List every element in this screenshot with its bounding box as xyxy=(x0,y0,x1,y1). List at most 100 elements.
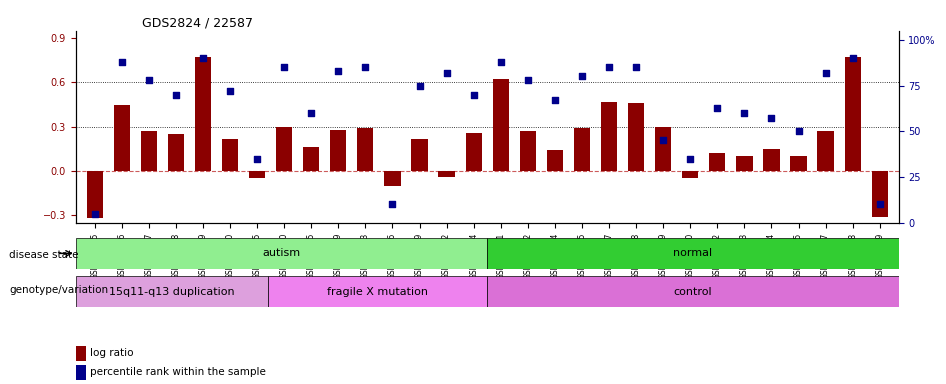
Point xyxy=(791,128,806,134)
Bar xyxy=(379,31,406,223)
Bar xyxy=(871,171,888,217)
Point xyxy=(196,55,211,61)
Point xyxy=(493,59,508,65)
Text: GDS2824 / 22587: GDS2824 / 22587 xyxy=(142,17,253,30)
Point xyxy=(466,92,482,98)
Bar xyxy=(352,31,379,223)
Bar xyxy=(384,171,400,186)
Bar xyxy=(243,31,271,223)
Bar xyxy=(763,149,780,171)
Bar xyxy=(167,134,184,171)
Bar xyxy=(812,31,839,223)
Bar xyxy=(758,31,785,223)
FancyBboxPatch shape xyxy=(487,276,899,307)
Bar xyxy=(324,31,352,223)
Point xyxy=(602,64,617,70)
Point xyxy=(304,110,319,116)
Bar xyxy=(595,31,622,223)
Text: genotype/variation: genotype/variation xyxy=(9,285,109,295)
Bar xyxy=(406,31,433,223)
Bar xyxy=(433,31,460,223)
Bar xyxy=(163,31,189,223)
Bar xyxy=(541,31,569,223)
Bar xyxy=(515,31,541,223)
Point xyxy=(331,68,346,74)
Text: log ratio: log ratio xyxy=(91,348,134,358)
Text: fragile X mutation: fragile X mutation xyxy=(327,287,428,297)
Point xyxy=(574,73,589,79)
Bar xyxy=(493,79,509,171)
Bar xyxy=(710,153,726,171)
FancyBboxPatch shape xyxy=(487,238,899,269)
Point xyxy=(763,116,779,122)
Point xyxy=(628,64,643,70)
Bar xyxy=(271,31,298,223)
Bar xyxy=(141,131,157,171)
Bar xyxy=(622,31,650,223)
Bar xyxy=(655,127,672,171)
Bar xyxy=(195,57,211,171)
Text: normal: normal xyxy=(674,248,712,258)
Bar xyxy=(81,31,108,223)
Point xyxy=(845,55,860,61)
Bar xyxy=(628,103,644,171)
Bar xyxy=(76,346,85,361)
Bar xyxy=(519,131,536,171)
Bar xyxy=(276,127,292,171)
Point xyxy=(87,210,102,217)
Bar xyxy=(217,31,243,223)
Text: control: control xyxy=(674,287,712,297)
Bar xyxy=(676,31,704,223)
Point xyxy=(818,70,833,76)
Bar xyxy=(330,130,346,171)
Bar xyxy=(704,31,731,223)
Point xyxy=(737,110,752,116)
Bar xyxy=(189,31,217,223)
Point xyxy=(412,83,427,89)
Point xyxy=(548,97,563,103)
Bar xyxy=(135,31,163,223)
Bar xyxy=(303,147,320,171)
Point xyxy=(276,64,291,70)
Point xyxy=(872,201,887,207)
Text: disease state: disease state xyxy=(9,250,79,260)
Bar xyxy=(731,31,758,223)
Bar xyxy=(298,31,324,223)
Text: 15q11-q13 duplication: 15q11-q13 duplication xyxy=(109,287,235,297)
Bar xyxy=(817,131,833,171)
Text: autism: autism xyxy=(262,248,301,258)
Bar xyxy=(574,128,590,171)
Point xyxy=(358,64,373,70)
Point xyxy=(710,104,725,111)
Text: percentile rank within the sample: percentile rank within the sample xyxy=(91,367,267,377)
Bar xyxy=(736,156,752,171)
Bar xyxy=(438,171,455,177)
Bar xyxy=(569,31,595,223)
Point xyxy=(168,92,184,98)
Bar xyxy=(86,171,103,218)
Bar xyxy=(460,31,487,223)
Bar xyxy=(358,128,374,171)
Point xyxy=(385,201,400,207)
FancyBboxPatch shape xyxy=(268,276,487,307)
Bar xyxy=(845,57,861,171)
Bar xyxy=(867,31,893,223)
Bar xyxy=(412,139,428,171)
Point xyxy=(683,156,698,162)
Point xyxy=(141,77,156,83)
Bar xyxy=(547,151,563,171)
Bar xyxy=(249,171,265,179)
Point xyxy=(222,88,237,94)
Point xyxy=(439,70,454,76)
Point xyxy=(114,59,130,65)
Point xyxy=(656,137,671,144)
Bar xyxy=(650,31,676,223)
Bar xyxy=(114,104,130,171)
Bar xyxy=(487,31,515,223)
Bar xyxy=(222,139,238,171)
Bar xyxy=(785,31,812,223)
Bar xyxy=(108,31,135,223)
Bar xyxy=(465,132,482,171)
Bar xyxy=(601,102,617,171)
FancyBboxPatch shape xyxy=(76,276,268,307)
